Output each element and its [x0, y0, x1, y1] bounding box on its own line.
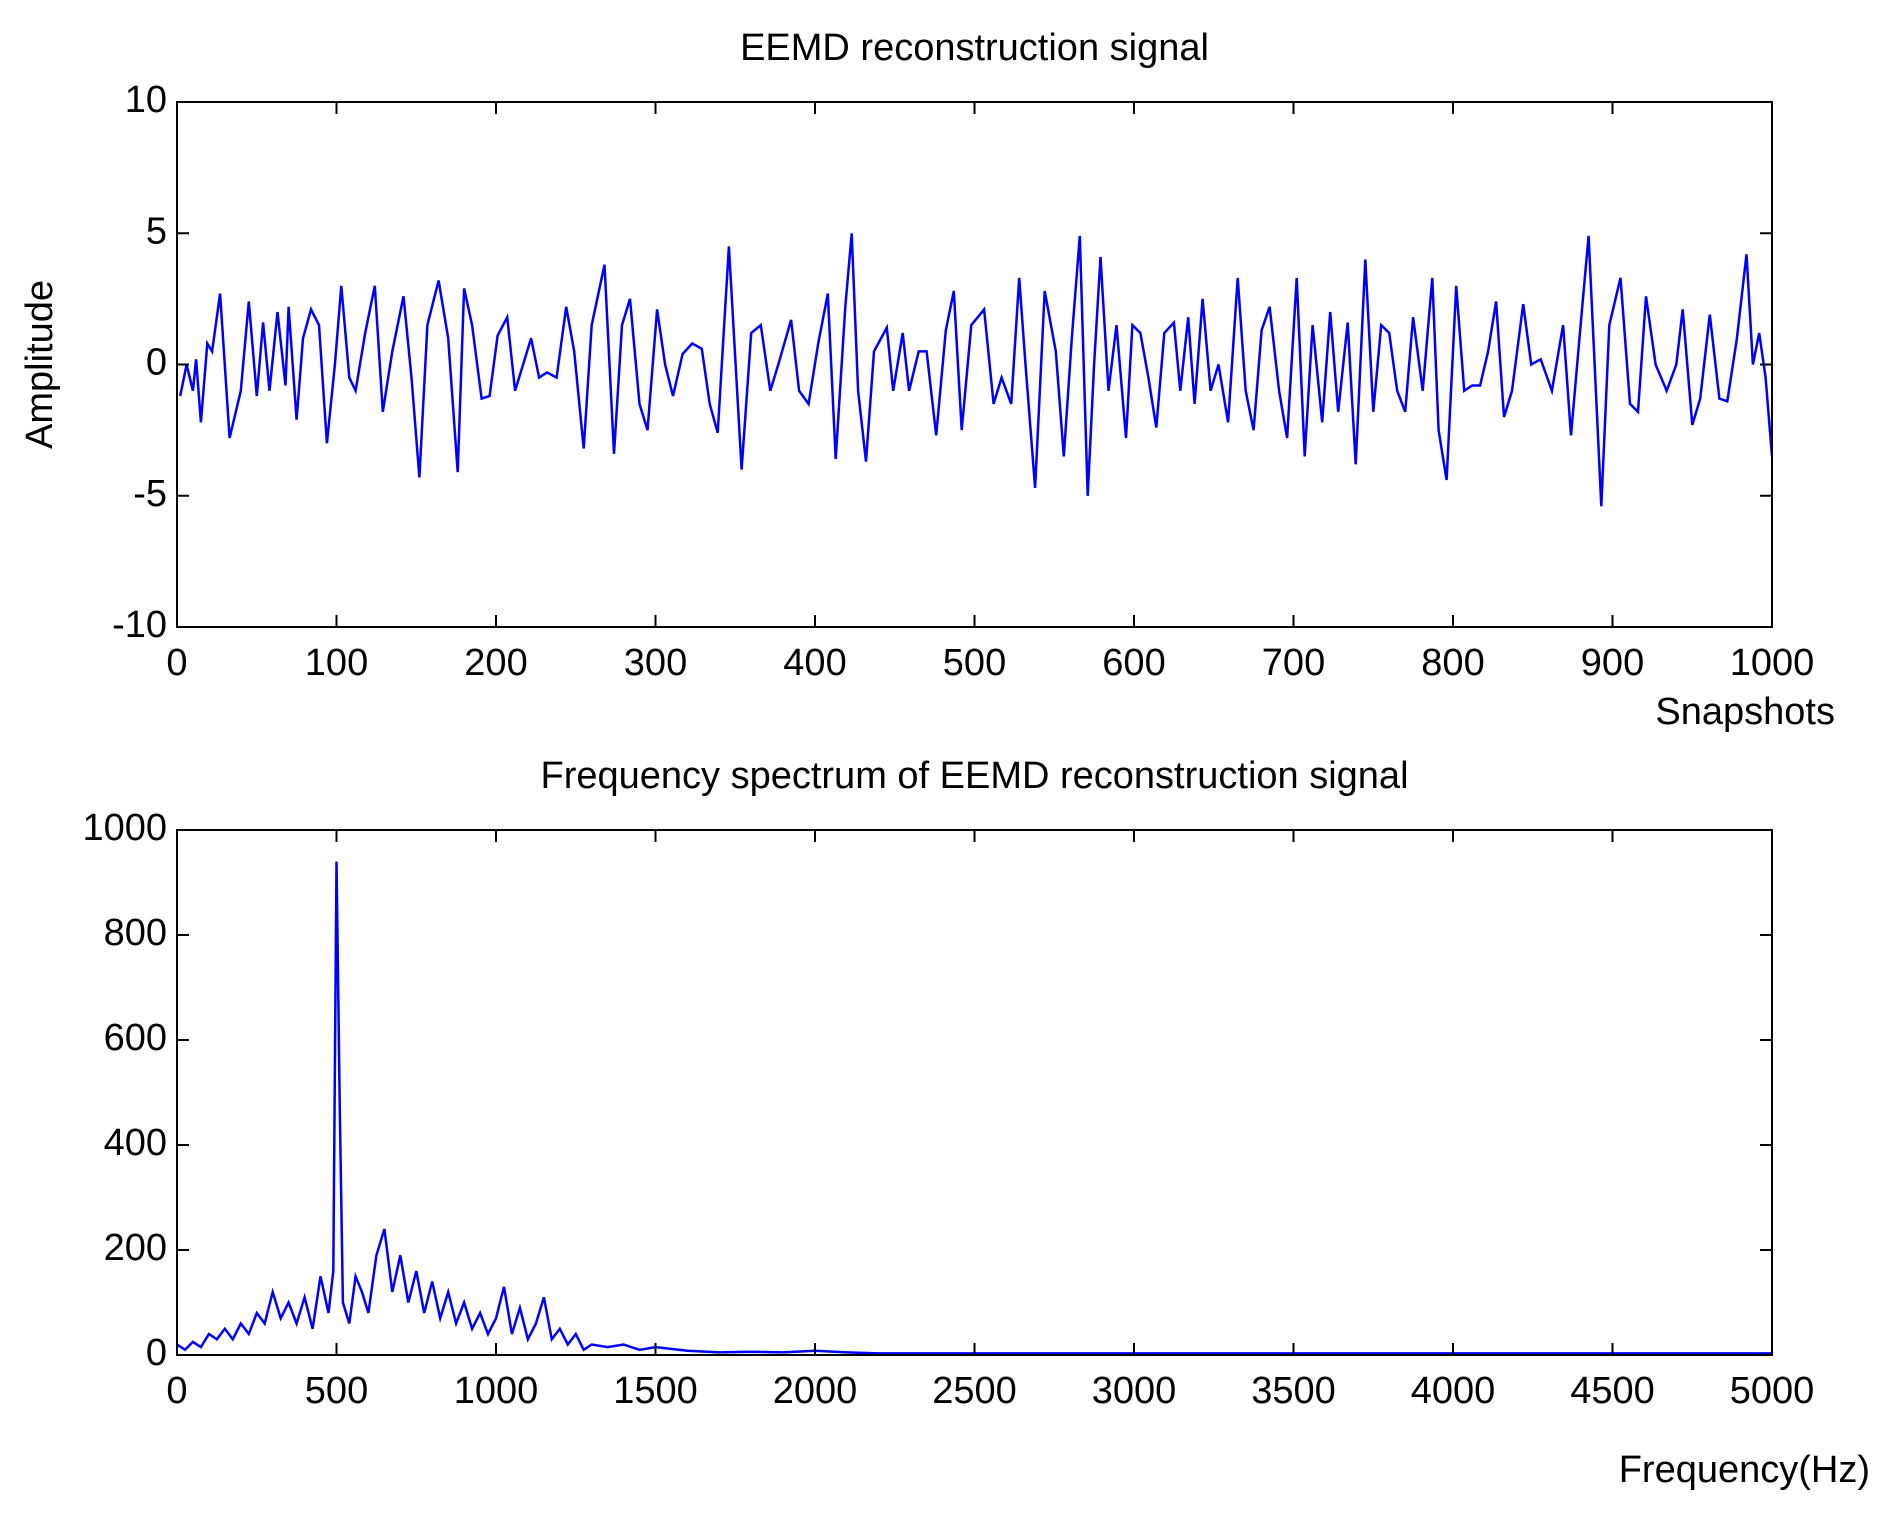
x-tick-label: 700	[1262, 642, 1325, 684]
plot-area	[177, 830, 1772, 1355]
plot-area	[177, 102, 1772, 627]
x-tick-label: 0	[166, 1370, 187, 1412]
y-tick-label: 0	[146, 1332, 167, 1374]
x-tick-label: 900	[1581, 642, 1644, 684]
y-tick-label: 400	[104, 1122, 167, 1164]
x-tick-label: 200	[464, 642, 527, 684]
x-tick-label: 500	[943, 642, 1006, 684]
y-axis-label: Amplitude	[19, 280, 61, 449]
x-tick-label: 3500	[1251, 1370, 1336, 1412]
signal-line	[176, 861, 1772, 1355]
chart-title: EEMD reconstruction signal	[740, 27, 1209, 69]
y-tick-label: 0	[146, 342, 167, 384]
x-tick-label: 5000	[1730, 1370, 1815, 1412]
x-tick-label: 600	[1102, 642, 1165, 684]
x-tick-label: 2000	[773, 1370, 858, 1412]
x-tick-label: 4500	[1570, 1370, 1655, 1412]
y-tick-label: 5	[146, 210, 167, 252]
signal-line	[178, 233, 1774, 507]
x-tick-label: 800	[1421, 642, 1484, 684]
y-tick-label: 10	[125, 79, 167, 121]
x-tick-label: 100	[305, 642, 368, 684]
x-tick-label: 4000	[1411, 1370, 1496, 1412]
x-tick-label: 1500	[613, 1370, 698, 1412]
y-tick-label: 800	[104, 912, 167, 954]
x-axis-label: Frequency(Hz)	[1619, 1449, 1870, 1491]
x-tick-label: 2500	[932, 1370, 1017, 1412]
x-tick-label: 3000	[1092, 1370, 1177, 1412]
chart-title: Frequency spectrum of EEMD reconstructio…	[540, 755, 1408, 797]
x-tick-label: 400	[783, 642, 846, 684]
y-tick-label: 1000	[82, 807, 167, 849]
x-tick-label: 1000	[454, 1370, 539, 1412]
y-tick-label: -5	[133, 473, 167, 515]
x-axis-label: Snapshots	[1655, 691, 1835, 733]
x-tick-label: 0	[166, 642, 187, 684]
x-tick-label: 300	[624, 642, 687, 684]
y-tick-label: 600	[104, 1017, 167, 1059]
x-tick-label: 500	[305, 1370, 368, 1412]
y-tick-label: 200	[104, 1227, 167, 1269]
y-tick-label: -10	[112, 604, 167, 646]
x-tick-label: 1000	[1730, 642, 1815, 684]
